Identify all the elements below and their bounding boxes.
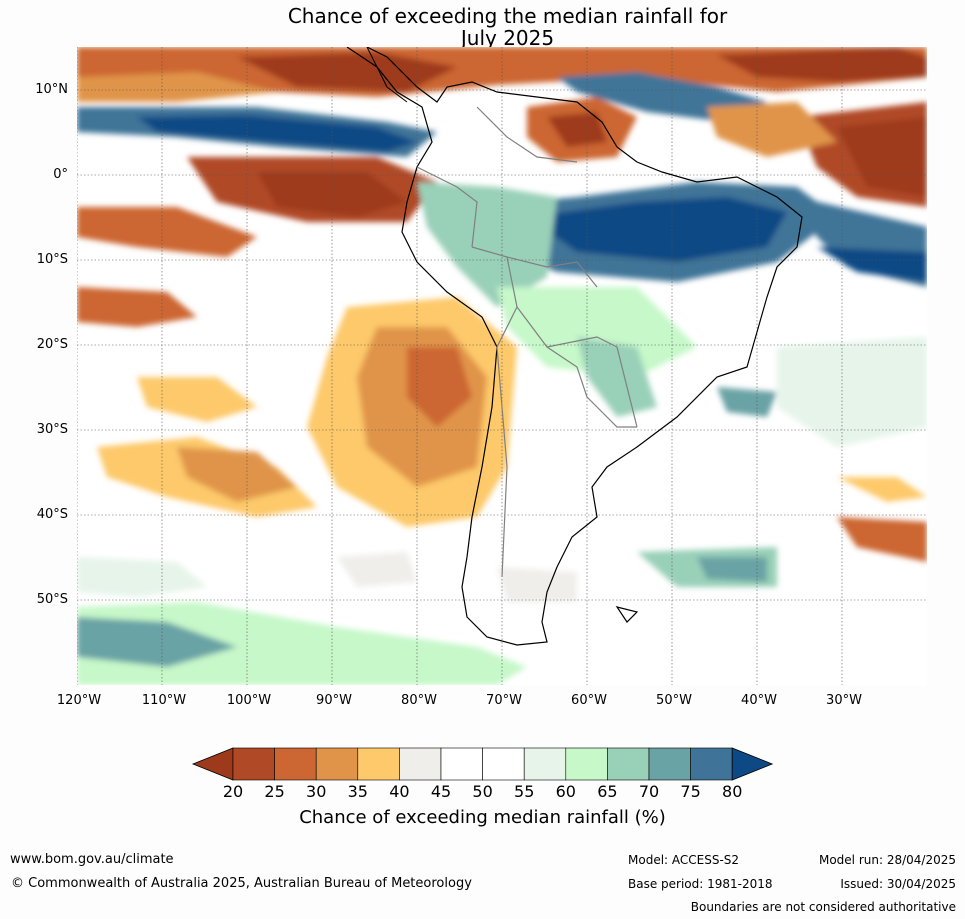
colorbar-tick-label: 50 (472, 782, 493, 801)
latitude-label-30s: 30°S (36, 422, 68, 437)
base-period-text: Base period: 1981-2018 (628, 877, 773, 891)
colorbar-tick-label: 35 (347, 782, 368, 801)
colorbar-segment (232, 747, 275, 781)
latitude-label-10n: 10°N (35, 82, 68, 97)
map-title-line1: Chance of exceeding the median rainfall … (287, 4, 728, 28)
longitude-label-50w: 50°W (656, 693, 692, 708)
latitude-label-10s: 10°S (36, 252, 68, 267)
latitude-label-50s: 50°S (36, 592, 68, 607)
rainfall-map (77, 47, 927, 685)
longitude-label-110w: 110°W (141, 693, 187, 708)
colorbar-tick-label: 80 (722, 782, 743, 801)
copyright-text: © Commonwealth of Australia 2025, Austra… (11, 876, 472, 891)
colorbar-segment (565, 747, 608, 781)
longitude-label-80w: 80°W (401, 693, 437, 708)
latitude-label-20s: 20°S (36, 337, 68, 352)
colorbar-tick-label: 75 (680, 782, 701, 801)
colorbar-tick-label: 65 (597, 782, 618, 801)
longitude-label-120w: 120°W (56, 693, 102, 708)
colorbar (191, 747, 774, 781)
colorbar-tick-label: 20 (222, 782, 244, 801)
colorbar-segment (274, 747, 317, 781)
colorbar-segment (690, 747, 733, 781)
longitude-label-70w: 70°W (486, 693, 522, 708)
longitude-label-90w: 90°W (316, 693, 352, 708)
colorbar-segment (523, 747, 567, 781)
colorbar-tick-label: 25 (264, 782, 285, 801)
latitude-label-0: 0° (53, 167, 68, 182)
colorbar-segment (315, 747, 359, 781)
model-text: Model: ACCESS-S2 (628, 853, 740, 867)
country-boundaries (416, 106, 638, 578)
colorbar-tick-label: 55 (514, 782, 535, 801)
colorbar-tick-label: 40 (389, 782, 410, 801)
issued-text: Issued: 30/04/2025 (840, 877, 956, 891)
colorbar-segment (648, 747, 691, 781)
colorbar-tick-label: 60 (555, 782, 576, 801)
website-link[interactable]: www.bom.gov.au/climate (10, 852, 174, 867)
colorbar-segment (607, 747, 650, 781)
longitude-label-30w: 30°W (826, 693, 862, 708)
colorbar-tick-label: 70 (638, 782, 660, 801)
colorbar-label: Chance of exceeding median rainfall (%) (299, 807, 666, 828)
colorbar-segment (357, 747, 400, 781)
model-run-text: Model run: 28/04/2025 (818, 853, 956, 867)
coastline-south-america (346, 47, 803, 646)
colorbar-segment (399, 747, 442, 781)
graticule (77, 47, 927, 685)
colorbar-high-extension (731, 747, 774, 781)
sea-coastline-north (366, 47, 408, 103)
colorbar-segment (440, 747, 483, 781)
longitude-label-40w: 40°W (741, 693, 777, 708)
latitude-label-40s: 40°S (36, 507, 68, 522)
longitude-label-60w: 60°W (571, 693, 607, 708)
colorbar-tick-label: 45 (430, 782, 452, 801)
longitude-label-100w: 100°W (226, 693, 272, 708)
colorbar-tick-label: 30 (306, 782, 327, 801)
map-title-line2: July 2025 (460, 26, 555, 50)
disclaimer-text: Boundaries are not considered authoritat… (690, 900, 956, 914)
colorbar-low-extension (191, 747, 234, 781)
colorbar-segment (482, 747, 525, 781)
